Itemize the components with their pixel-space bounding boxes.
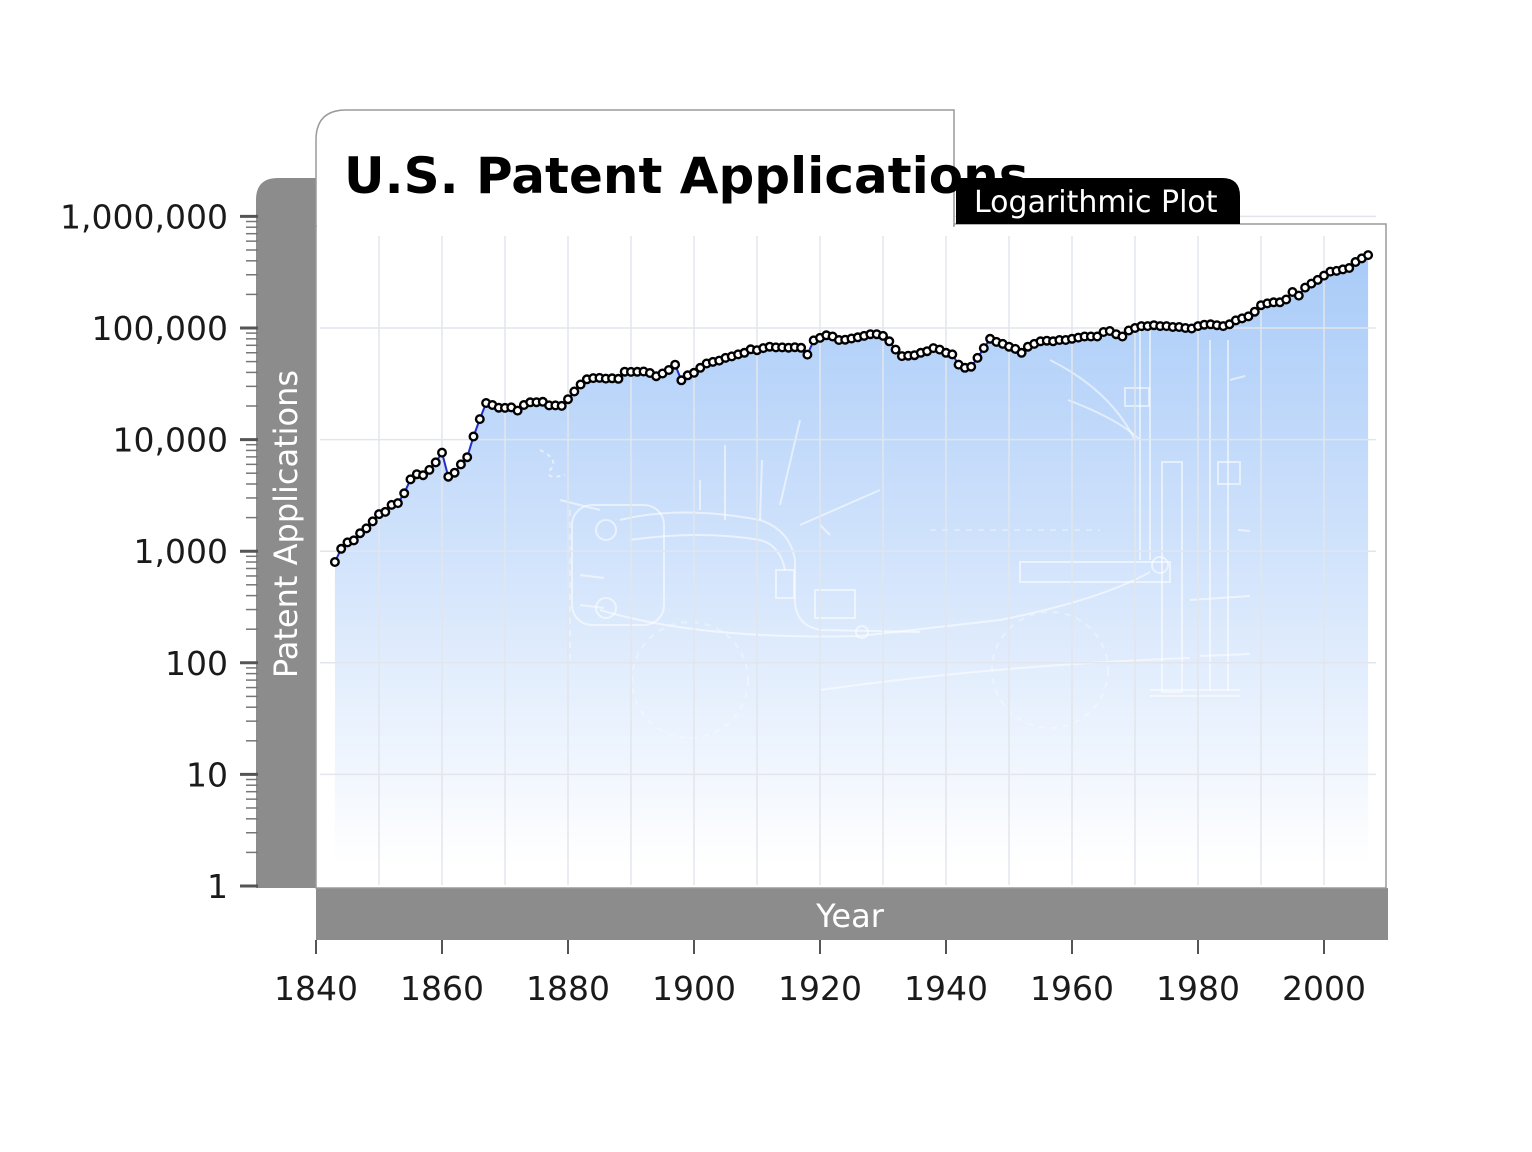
data-point: [978, 343, 989, 354]
grid: [320, 215, 1376, 885]
data-point: [802, 349, 813, 360]
data-point: [1117, 331, 1128, 342]
data-point: [575, 379, 586, 390]
data-point: [947, 349, 958, 360]
y-tick-label: 10,000: [113, 421, 228, 460]
data-point: [399, 488, 410, 499]
data-point: [569, 386, 580, 397]
data-point: [1092, 331, 1103, 342]
data-point: [676, 375, 687, 386]
data-point: [462, 452, 473, 463]
y-tick-label: 100: [165, 644, 228, 683]
y-tick-label: 1,000,000: [60, 197, 228, 236]
data-point: [1243, 311, 1254, 322]
y-tick-label: 10: [186, 755, 228, 794]
x-tick-label: 1980: [1156, 969, 1240, 1008]
data-point: [1281, 294, 1292, 305]
data-point: [380, 506, 391, 517]
data-point: [663, 365, 674, 376]
data-point: [670, 359, 681, 370]
y-axis-title: Patent Applications: [267, 370, 305, 678]
data-point: [884, 336, 895, 347]
data-point: [613, 373, 624, 384]
x-axis-title: Year: [815, 897, 885, 935]
data-point: [392, 498, 403, 509]
data-point: [512, 405, 523, 416]
data-point: [474, 414, 485, 425]
chart-subtitle: Logarithmic Plot: [974, 185, 1218, 220]
data-point: [1363, 250, 1374, 261]
data-point: [890, 344, 901, 355]
y-tick-label: 1,000: [134, 532, 228, 571]
data-point: [437, 447, 448, 458]
data-point: [405, 474, 416, 485]
series-markers: [329, 250, 1374, 568]
x-axis-band: [316, 888, 1388, 940]
x-tick-label: 1840: [274, 969, 358, 1008]
data-point: [468, 431, 479, 442]
data-point: [689, 367, 700, 378]
x-tick-label: 1960: [1030, 969, 1114, 1008]
data-point: [972, 352, 983, 363]
y-tick-label: 100,000: [92, 309, 228, 348]
data-point: [367, 516, 378, 527]
data-point: [355, 528, 366, 539]
data-point: [878, 330, 889, 341]
x-tick-label: 1920: [778, 969, 862, 1008]
subtitle-tag: [956, 178, 1240, 224]
data-point: [1293, 290, 1304, 301]
data-point: [348, 535, 359, 546]
title-tab: [315, 109, 955, 227]
data-point: [336, 543, 347, 554]
x-tick-label: 1900: [652, 969, 736, 1008]
area-fill: [334, 255, 1369, 865]
data-point: [424, 464, 435, 475]
data-point: [455, 459, 466, 470]
data-point: [563, 394, 574, 405]
data-point: [430, 457, 441, 468]
x-axis: 1840 1860 1880 1900 1920 1940 1960 1980 2000: [274, 940, 1366, 1008]
data-point: [1016, 347, 1027, 358]
y-axis-band: [256, 178, 318, 888]
data-point: [556, 400, 567, 411]
data-point: [449, 467, 460, 478]
y-tick-label: 1: [207, 867, 228, 906]
data-point: [418, 470, 429, 481]
data-point: [329, 557, 340, 568]
x-tick-label: 2000: [1282, 969, 1366, 1008]
y-axis: 1 10 100 1,000 10,000 100,000 1,000,000: [60, 197, 258, 906]
data-point: [796, 342, 807, 353]
data-point: [361, 523, 372, 534]
x-tick-label: 1860: [400, 969, 484, 1008]
data-point: [966, 361, 977, 372]
x-tick-label: 1880: [526, 969, 610, 1008]
data-point: [1344, 263, 1355, 274]
chart-title: U.S. Patent Applications: [344, 147, 1028, 205]
x-tick-label: 1940: [904, 969, 988, 1008]
data-point: [1249, 306, 1260, 317]
